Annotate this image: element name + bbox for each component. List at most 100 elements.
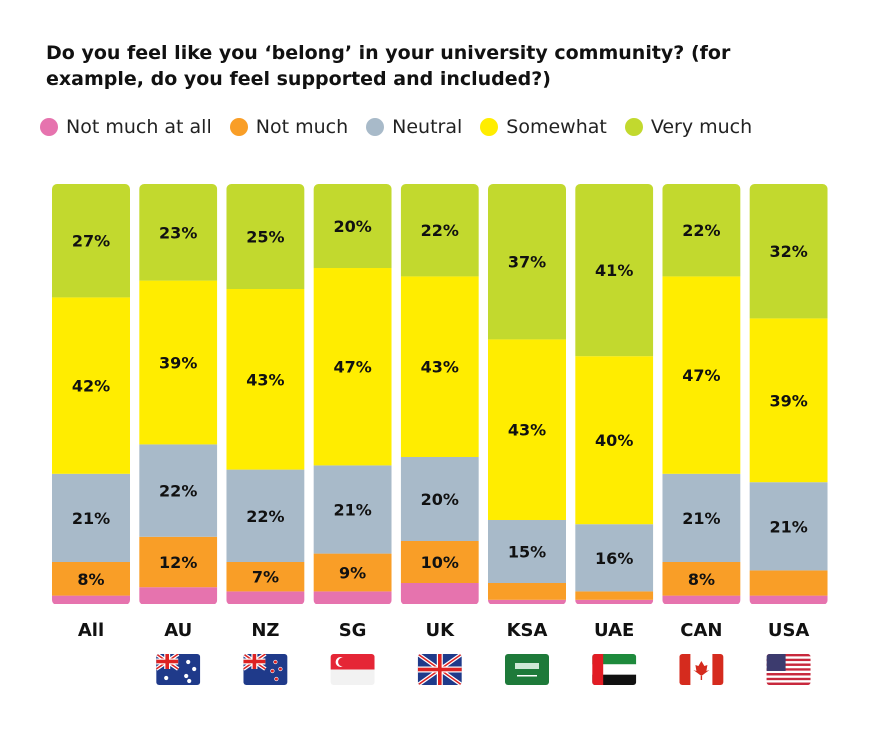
bar-segment bbox=[662, 276, 741, 474]
bar-segment bbox=[488, 583, 566, 600]
bar-segment bbox=[749, 595, 828, 604]
legend-label: Somewhat bbox=[506, 116, 607, 138]
data-label: 21% bbox=[769, 517, 807, 536]
bar-segment bbox=[749, 482, 828, 571]
bar-UK: 10% 20% 43% 22% bbox=[400, 184, 479, 604]
data-label: 7% bbox=[252, 568, 279, 587]
uae-flag-icon bbox=[592, 654, 637, 685]
bar-segment bbox=[52, 473, 130, 562]
bar-KSA: 15% 43% 37% bbox=[488, 184, 566, 604]
data-label: 12% bbox=[159, 553, 197, 572]
bar-segment bbox=[575, 524, 654, 592]
data-label: 40% bbox=[595, 431, 633, 450]
data-label: 22% bbox=[246, 507, 284, 526]
bar-segment bbox=[313, 553, 392, 592]
usa-flag-icon bbox=[766, 654, 811, 685]
legend-label: Very much bbox=[650, 116, 753, 138]
bar-SG: 9% 21% 47% 20% bbox=[313, 184, 392, 604]
data-label: 23% bbox=[159, 223, 197, 242]
data-label: 39% bbox=[769, 391, 807, 410]
saudi-arabia-flag-icon bbox=[505, 654, 549, 685]
data-label: 20% bbox=[421, 490, 459, 509]
data-label: 43% bbox=[246, 370, 284, 389]
data-label: 47% bbox=[333, 358, 371, 377]
bar-segment bbox=[226, 562, 305, 592]
category-label: UK bbox=[426, 620, 456, 641]
bar-segment bbox=[313, 465, 392, 554]
category-label: UAE bbox=[594, 620, 634, 641]
bar-AU: 12% 22% 39% 23% bbox=[139, 184, 218, 604]
legend-label: Not much bbox=[255, 116, 349, 138]
category-label: KSA bbox=[507, 620, 548, 641]
new-zealand-flag-icon bbox=[243, 654, 288, 685]
bar-segment bbox=[400, 276, 479, 457]
bar-segment bbox=[139, 536, 218, 588]
data-label: 20% bbox=[333, 217, 371, 236]
data-label: 41% bbox=[595, 261, 633, 280]
bar-segment bbox=[575, 184, 654, 357]
data-label: 43% bbox=[508, 421, 546, 440]
bar-segment bbox=[139, 184, 218, 281]
data-label: 8% bbox=[688, 570, 715, 589]
legend-swatch bbox=[480, 118, 499, 136]
canada-flag-icon bbox=[679, 654, 724, 685]
chart-title: Do you feel like you ‘belong’ in your un… bbox=[46, 42, 731, 90]
data-label: 21% bbox=[333, 501, 371, 520]
legend-item: Neutral bbox=[366, 116, 462, 138]
uk-flag-icon bbox=[417, 654, 462, 685]
data-label: 9% bbox=[339, 564, 366, 583]
data-label: 22% bbox=[421, 221, 459, 240]
bar-segment bbox=[662, 473, 741, 562]
data-label: 10% bbox=[421, 553, 459, 572]
data-label: 32% bbox=[769, 242, 807, 261]
data-label: 37% bbox=[508, 253, 546, 272]
bar-segment bbox=[52, 297, 130, 474]
bar-segment bbox=[139, 587, 218, 604]
legend-swatch bbox=[624, 118, 643, 136]
bar-segment bbox=[400, 457, 479, 541]
bar-segment bbox=[749, 318, 828, 483]
bar-segment bbox=[400, 541, 479, 583]
bar-segment bbox=[313, 268, 392, 466]
bar-segment bbox=[488, 339, 566, 520]
bar-segment bbox=[400, 184, 479, 277]
data-label: 47% bbox=[682, 366, 720, 385]
data-label: 22% bbox=[159, 482, 197, 501]
legend-item: Very much bbox=[624, 116, 753, 138]
bar-segment bbox=[400, 583, 479, 604]
bar-segment bbox=[139, 444, 218, 537]
bar-segment bbox=[575, 356, 654, 525]
bar-segment bbox=[575, 591, 654, 600]
bar-USA: 21% 39% 32% bbox=[749, 184, 828, 604]
bar-segment bbox=[313, 591, 392, 604]
legend-swatch bbox=[40, 118, 58, 136]
bar-segment bbox=[575, 599, 654, 604]
bar-CAN: 8% 21% 47% 22% bbox=[662, 184, 741, 604]
bar-segment bbox=[749, 184, 828, 319]
data-label: 21% bbox=[72, 509, 110, 528]
data-label: 25% bbox=[246, 228, 284, 247]
bar-segment bbox=[662, 595, 741, 604]
category-label: CAN bbox=[680, 620, 722, 641]
bar-NZ: 7% 22% 43% 25% bbox=[226, 184, 305, 604]
category-label: USA bbox=[768, 620, 810, 641]
bar-segment bbox=[139, 280, 218, 445]
singapore-flag-icon bbox=[330, 654, 375, 685]
data-label: 16% bbox=[595, 549, 633, 568]
bar-segment bbox=[226, 469, 305, 562]
bar-segment bbox=[226, 289, 305, 470]
bar-segment bbox=[52, 595, 130, 604]
bar-segment bbox=[52, 184, 130, 298]
data-label: 43% bbox=[421, 358, 459, 377]
data-label: 8% bbox=[77, 570, 104, 589]
legend: Not much at all Not much Neutral Somewhat Ve… bbox=[40, 116, 770, 138]
data-label: 27% bbox=[72, 232, 110, 251]
bar-segment bbox=[226, 184, 305, 289]
bar-segment bbox=[226, 591, 305, 604]
category-label: All bbox=[78, 620, 104, 641]
legend-swatch bbox=[366, 118, 385, 136]
bar-segment bbox=[662, 562, 741, 596]
data-label: 42% bbox=[72, 377, 110, 396]
bar-segment bbox=[662, 184, 741, 277]
